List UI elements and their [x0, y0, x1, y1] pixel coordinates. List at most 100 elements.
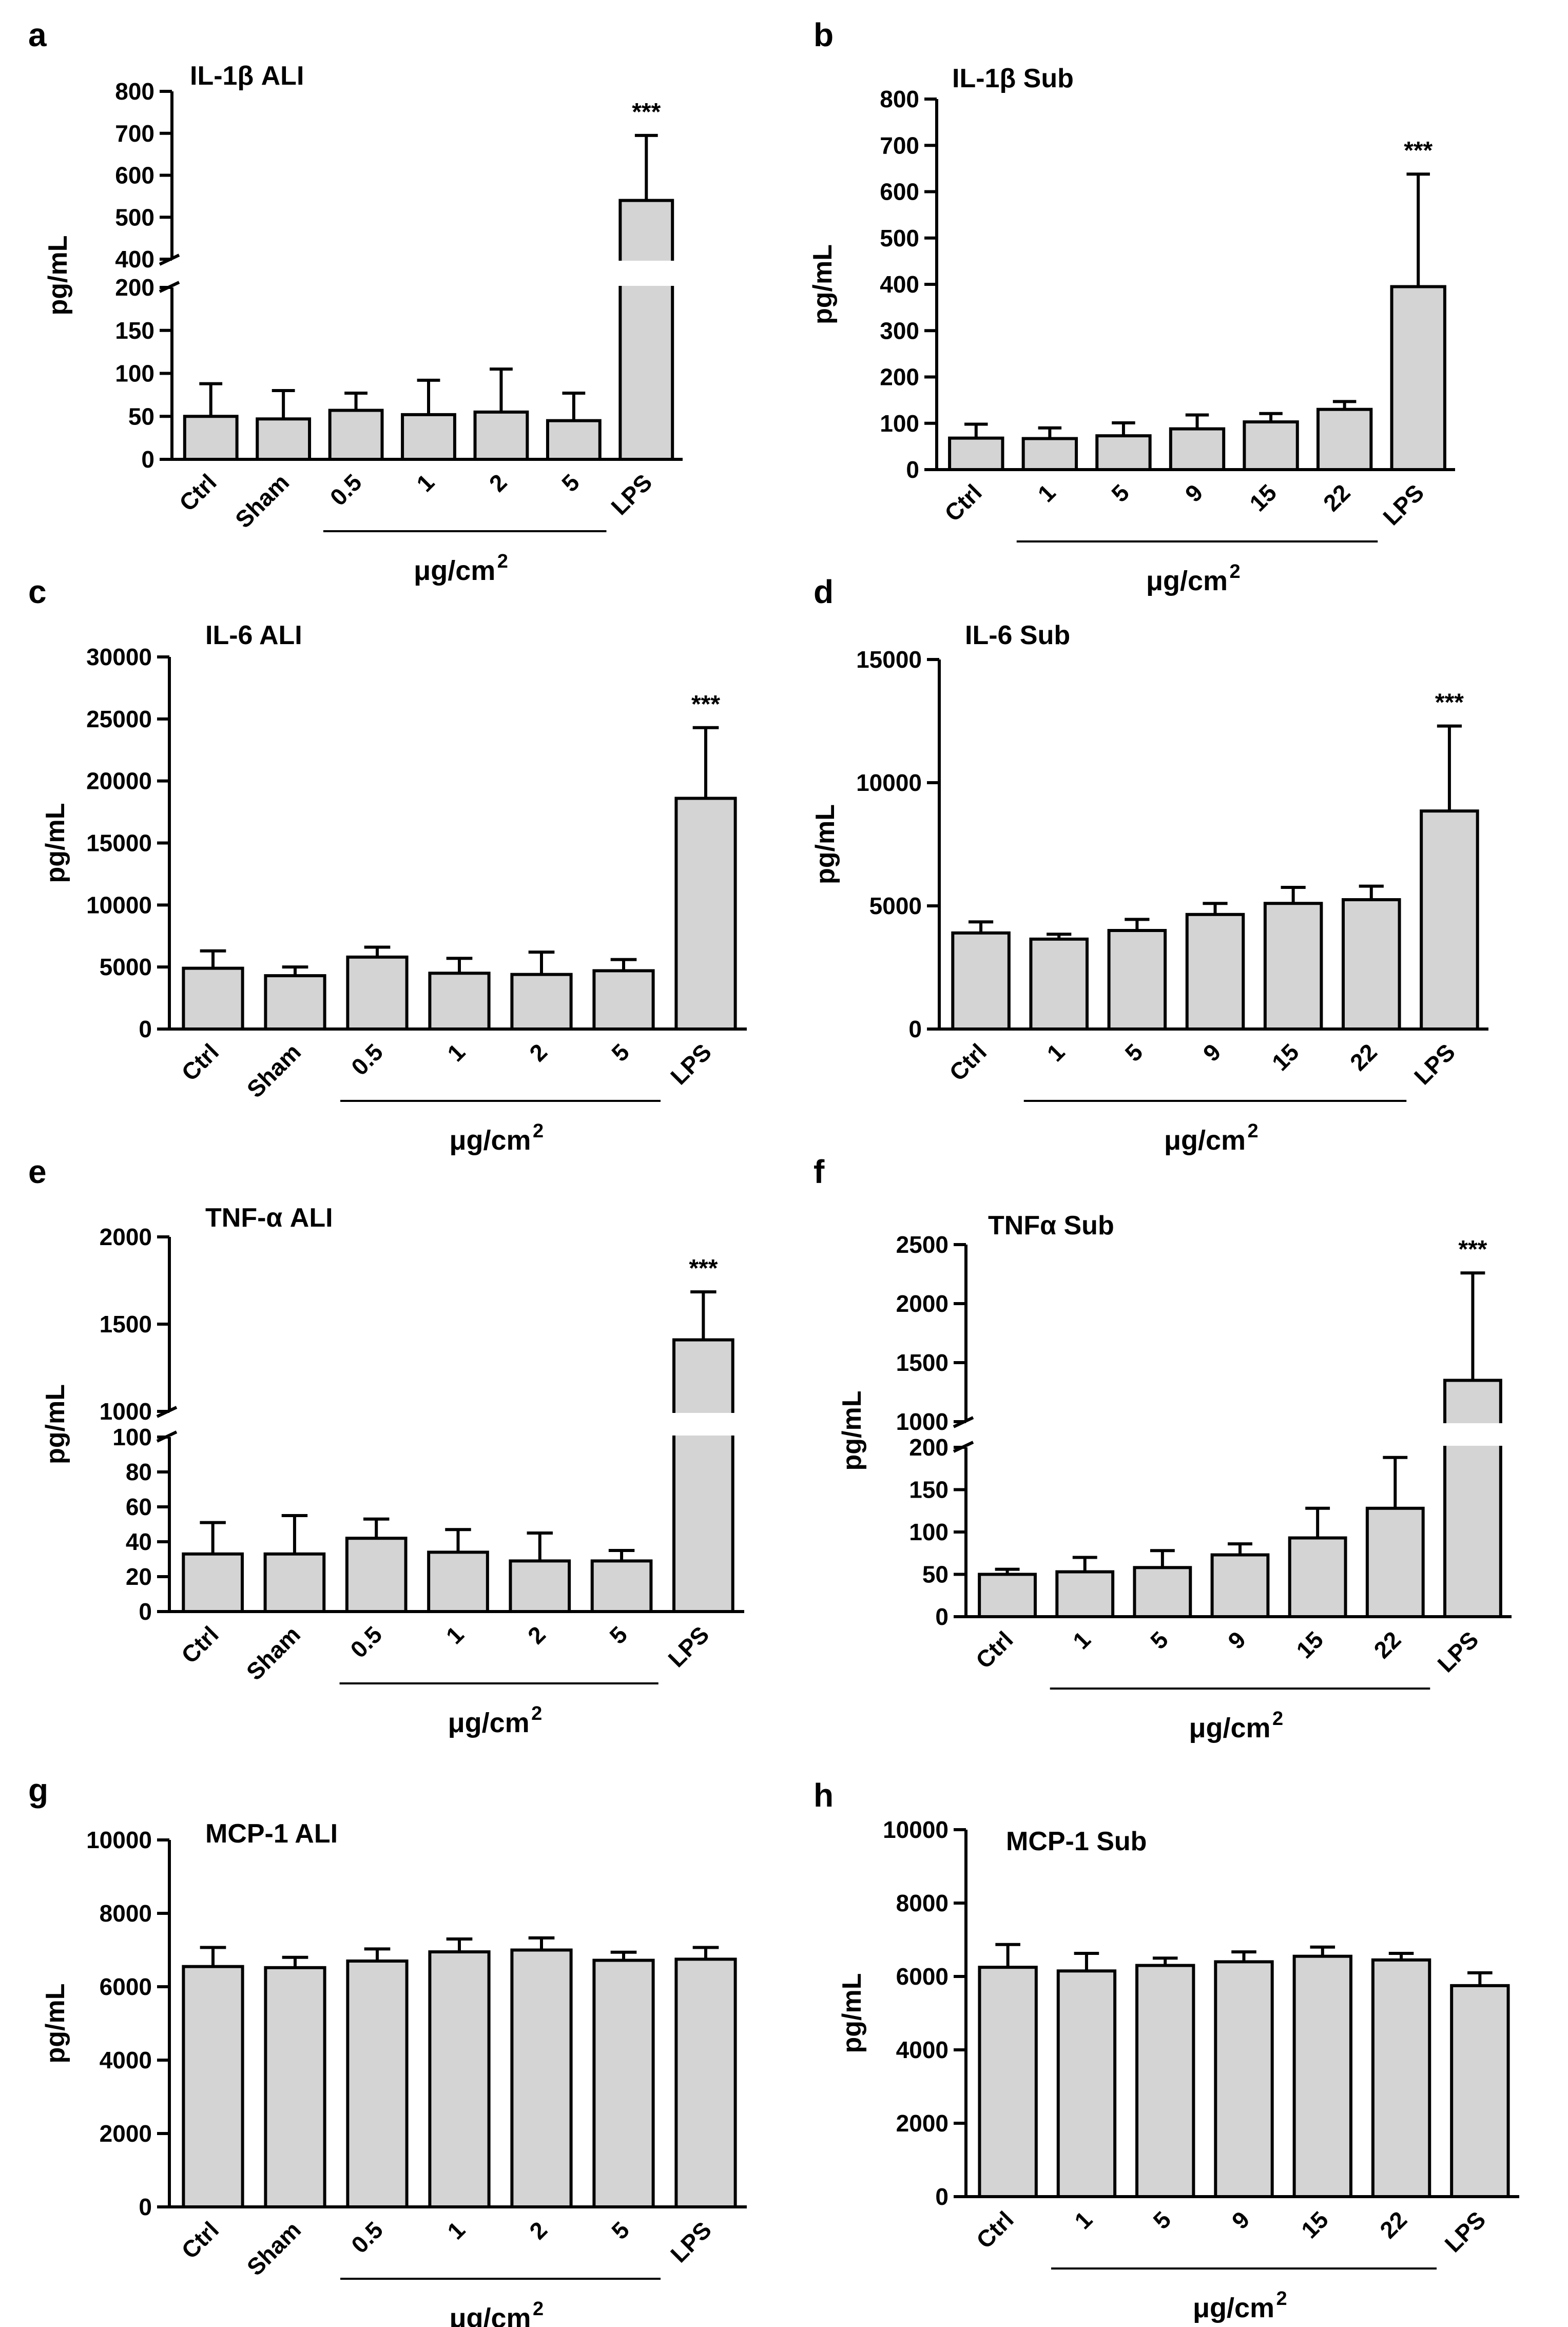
- bar: [978, 1966, 1038, 2198]
- y-tick-label: 6000: [100, 1973, 152, 2000]
- chart-panel-h: h MCP-1 Sub pg/mL 0 2000 4000 6000 8000 10000 Ctr…: [814, 1777, 1519, 2323]
- y-tick-label: 700: [880, 132, 919, 159]
- y-tick-label: 600: [115, 162, 154, 189]
- x-tick-label: 5: [604, 1621, 632, 1649]
- y-tick-label: 2000: [896, 1290, 948, 1317]
- x-tick-label: 1: [442, 1038, 470, 1066]
- bar-break-gap: [617, 261, 676, 286]
- chart-panel-g: g MCP-1 ALI pg/mL 0 2000 4000 6000 8000 10000 Ctr…: [28, 1772, 747, 2327]
- y-tick-label: 5000: [100, 954, 152, 980]
- x-tick-label: 5: [606, 1038, 634, 1066]
- x-tick-label: LPS: [1378, 479, 1429, 530]
- bar: [1390, 285, 1446, 471]
- x-tick-label: 1: [1041, 1038, 1070, 1066]
- x-tick-label: 22: [1368, 1626, 1406, 1663]
- y-axis-label: pg/mL: [837, 1391, 867, 1471]
- bar: [1243, 420, 1299, 471]
- x-tick-label: 0.5: [346, 2216, 388, 2258]
- bar: [1288, 1536, 1347, 1619]
- x-tick-label: Ctrl: [971, 1626, 1018, 1674]
- bar: [1316, 408, 1373, 471]
- bar: [183, 415, 239, 461]
- x-tick-label: 5: [1145, 1626, 1173, 1654]
- y-axis-label: pg/mL: [43, 236, 73, 316]
- y-tick-label: 50: [128, 403, 154, 430]
- x-tick-label: 1: [442, 2216, 470, 2244]
- y-axis-label: pg/mL: [808, 244, 838, 324]
- x-tick-label: LPS: [1439, 2206, 1490, 2257]
- y-tick-label: 0: [139, 1016, 152, 1042]
- y-tick-label: 2000: [100, 2120, 152, 2147]
- bar: [428, 1950, 491, 2208]
- group-label: μg/cm: [414, 555, 495, 586]
- y-tick-label: 200: [909, 1434, 948, 1461]
- bar: [672, 1338, 734, 1614]
- group-label: μg/cm: [449, 1125, 531, 1156]
- bar: [592, 969, 655, 1031]
- y-tick-label: 4000: [100, 2047, 152, 2073]
- bar: [674, 797, 737, 1031]
- y-tick-label: 100: [909, 1519, 948, 1545]
- bar: [1371, 1958, 1431, 2198]
- x-tick-label: 1: [1033, 479, 1061, 507]
- group-label: μg/cm: [1146, 566, 1228, 596]
- bar: [1210, 1553, 1270, 1619]
- chart-title: TNF-α ALI: [205, 1203, 333, 1233]
- bar: [263, 1552, 326, 1614]
- bar: [473, 410, 529, 461]
- chart-title: IL-1β Sub: [952, 64, 1074, 93]
- panel-letter: d: [814, 573, 834, 610]
- y-tick-label: 0: [141, 446, 154, 473]
- axis-break-mark: [159, 254, 180, 266]
- bar: [948, 436, 1004, 472]
- bar: [264, 1966, 326, 2209]
- group-label-superscript: 2: [533, 2298, 544, 2320]
- x-tick-label: 22: [1318, 479, 1356, 516]
- x-tick-label: 5: [1148, 2206, 1176, 2234]
- y-tick-label: 5000: [869, 893, 922, 919]
- x-tick-label: 1: [1069, 2206, 1097, 2234]
- x-tick-label: Ctrl: [944, 1038, 992, 1086]
- x-tick-label: 9: [1198, 1038, 1226, 1066]
- y-tick-label: 50: [922, 1561, 948, 1588]
- y-axis-label: pg/mL: [41, 1384, 70, 1464]
- panel-letter: h: [814, 1777, 834, 1814]
- y-tick-label: 8000: [100, 1900, 152, 1927]
- y-tick-label: 10000: [86, 1827, 152, 1853]
- bar: [592, 1958, 655, 2209]
- significance-label: ***: [1458, 1236, 1487, 1263]
- bar: [590, 1559, 653, 1613]
- axis-break-mark: [156, 1430, 178, 1443]
- y-tick-label: 500: [880, 225, 919, 251]
- y-tick-label: 1500: [100, 1311, 152, 1337]
- y-tick-label: 80: [126, 1459, 152, 1485]
- y-tick-label: 40: [126, 1528, 152, 1555]
- bar: [264, 974, 326, 1031]
- y-axis-label: pg/mL: [41, 803, 70, 883]
- group-label-superscript: 2: [1272, 1708, 1283, 1730]
- x-tick-label: Ctrl: [176, 2216, 224, 2264]
- y-tick-label: 800: [880, 86, 919, 112]
- x-tick-label: 9: [1180, 479, 1208, 507]
- y-tick-label: 4000: [896, 2037, 948, 2063]
- axis-break-mark: [159, 281, 180, 293]
- axis-break-mark: [953, 1441, 974, 1453]
- group-label: μg/cm: [1193, 2293, 1274, 2323]
- bar: [510, 973, 573, 1031]
- y-tick-label: 6000: [896, 1963, 948, 1990]
- y-tick-label: 20: [126, 1563, 152, 1590]
- bar: [618, 199, 674, 461]
- x-tick-label: 2: [484, 469, 512, 497]
- y-tick-label: 10000: [86, 891, 152, 918]
- chart-title: IL-1β ALI: [190, 61, 304, 91]
- y-tick-label: 100: [880, 410, 919, 437]
- bar: [1420, 809, 1479, 1031]
- panel-letter: b: [814, 16, 834, 53]
- bar: [978, 1573, 1037, 1618]
- y-tick-label: 400: [880, 271, 919, 298]
- x-tick-label: 15: [1244, 479, 1282, 516]
- x-tick-label: Ctrl: [176, 1621, 224, 1669]
- x-tick-label: LPS: [606, 469, 657, 520]
